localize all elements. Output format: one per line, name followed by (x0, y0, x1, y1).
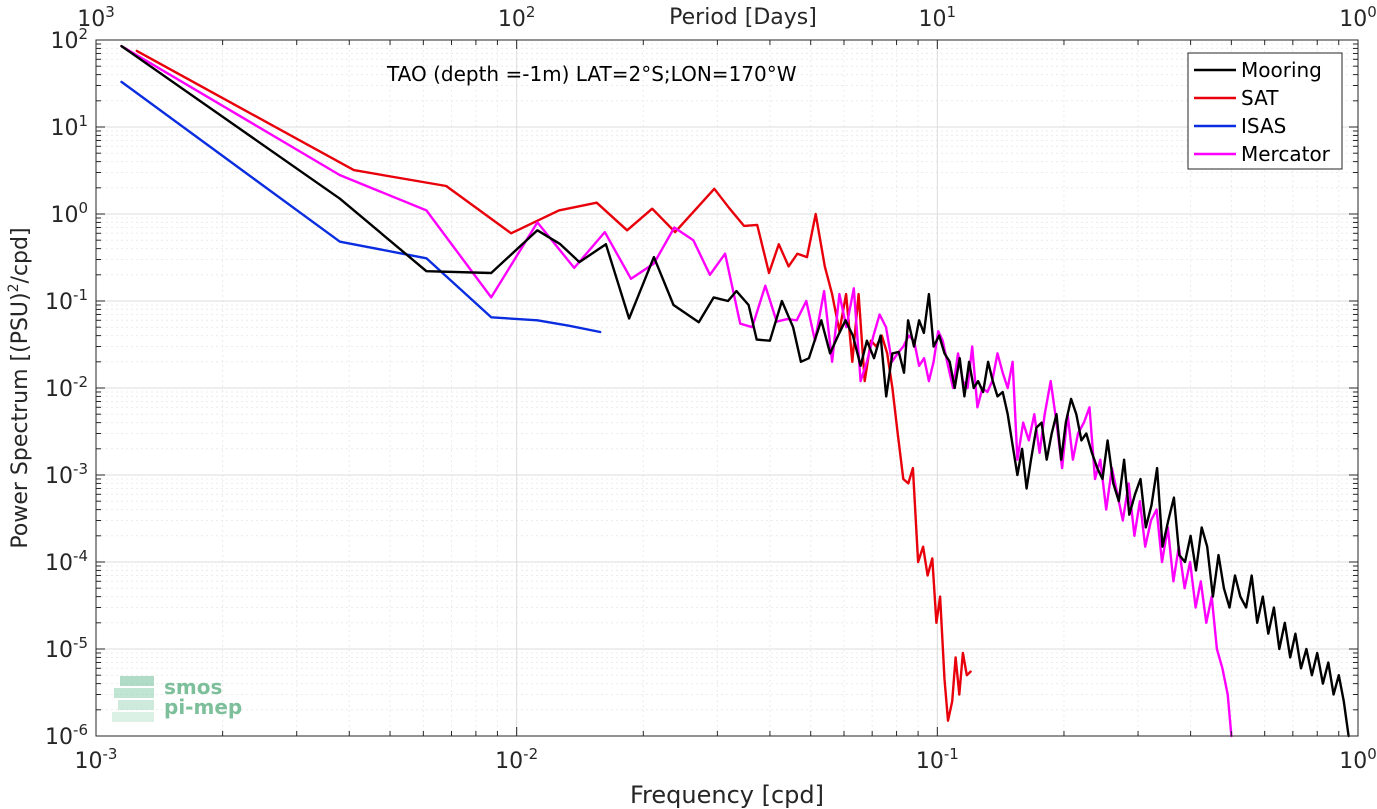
legend-box (1187, 52, 1343, 170)
y-tick-label: 102 (50, 25, 88, 54)
y-tick-label-exponent: -1 (73, 286, 88, 304)
y-tick-label-exponent: 2 (78, 25, 88, 43)
y-tick-label-exponent: -6 (73, 721, 88, 739)
legend-label-sat: SAT (1241, 86, 1279, 110)
top-tick-label: 103 (77, 3, 115, 32)
top-tick-label: 100 (1339, 3, 1377, 32)
y-tick-label-base: 10 (50, 29, 78, 54)
series-layer (120, 44, 1350, 738)
x-axis-label: Frequency [cpd] (630, 781, 824, 809)
top-tick-label-base: 10 (919, 7, 947, 32)
y-tick-label: 10-1 (45, 286, 88, 315)
minor-grid (96, 40, 1358, 736)
x-tick-label-base: 10 (1339, 749, 1367, 774)
top-tick-label-base: 10 (498, 7, 526, 32)
y-tick-label-exponent: -4 (73, 547, 88, 565)
y-tick-label-base: 10 (45, 638, 73, 663)
x-tick-label: 10-2 (495, 745, 538, 774)
series-line-mercator (120, 44, 1233, 738)
series-line-mooring (120, 44, 1350, 738)
legend-label-isas: ISAS (1241, 114, 1286, 138)
y-tick-label-exponent: -2 (73, 373, 88, 391)
legend: Mooring SAT ISAS Mercator (1187, 52, 1343, 170)
y-tick-label: 101 (50, 112, 88, 141)
station-annotation: TAO (depth =-1m) LAT=2°S;LON=170°W (386, 62, 797, 86)
logo-text-smos: smos (164, 675, 222, 699)
series-line-sat (135, 49, 972, 722)
y-tick-label: 10-2 (45, 373, 88, 402)
series-line-isas (120, 80, 602, 334)
y-tick-label: 10-5 (45, 634, 88, 663)
top-tick-label: 102 (498, 3, 536, 32)
axis-ticks (95, 39, 1359, 737)
x-tick-label-exponent: 0 (1367, 745, 1377, 763)
y-tick-label-base: 10 (45, 551, 73, 576)
y-tick-label-exponent: -3 (73, 460, 88, 478)
x-tick-label-exponent: -2 (523, 745, 538, 763)
legend-label-mooring: Mooring (1241, 58, 1322, 82)
y-tick-label-base: 10 (45, 725, 73, 750)
y-tick-label-exponent: 0 (78, 199, 88, 217)
y-axis-label: Power Spectrum [(PSU)2/cpd] (6, 227, 33, 548)
top-tick-label-exponent: 3 (105, 3, 115, 21)
y-tick-label-base: 10 (45, 377, 73, 402)
y-tick-label-exponent: -5 (73, 634, 88, 652)
top-tick-label-exponent: 1 (947, 3, 957, 21)
top-tick-label: 101 (919, 3, 957, 32)
x-tick-label-base: 10 (495, 749, 523, 774)
y-tick-label-base: 10 (45, 290, 73, 315)
y-tick-label-base: 10 (45, 464, 73, 489)
y-tick-label-base: 10 (50, 116, 78, 141)
y-axis-label-tail: /cpd] (8, 227, 33, 283)
x-tick-label: 100 (1339, 745, 1377, 774)
y-tick-label-exponent: 1 (78, 112, 88, 130)
logo-mark (112, 676, 154, 722)
x-tick-label-base: 10 (916, 749, 944, 774)
top-tick-label-exponent: 2 (526, 3, 536, 21)
x-tick-label-exponent: -3 (103, 745, 118, 763)
top-tick-label-base: 10 (77, 7, 105, 32)
x-tick-label: 10-1 (916, 745, 959, 774)
top-axis-label: Period [Days] (669, 5, 817, 30)
y-axis-label-main: Power Spectrum [(PSU) (8, 292, 33, 548)
y-tick-label: 100 (50, 199, 88, 228)
x-tick-label-exponent: -1 (944, 745, 959, 763)
top-tick-label-exponent: 0 (1367, 3, 1377, 21)
legend-label-mercator: Mercator (1241, 142, 1331, 166)
smos-pi-mep-logo: smos pi-mep (112, 675, 242, 722)
x-tick-label: 10-3 (75, 745, 118, 774)
y-axis-label-sup: 2 (6, 283, 22, 292)
y-tick-label: 10-4 (45, 547, 88, 576)
y-tick-label: 10-3 (45, 460, 88, 489)
logo-text-pi-mep: pi-mep (164, 695, 242, 719)
y-tick-label: 10-6 (45, 721, 88, 750)
top-tick-label-base: 10 (1339, 7, 1367, 32)
y-tick-label-base: 10 (50, 203, 78, 228)
x-tick-label-base: 10 (75, 749, 103, 774)
